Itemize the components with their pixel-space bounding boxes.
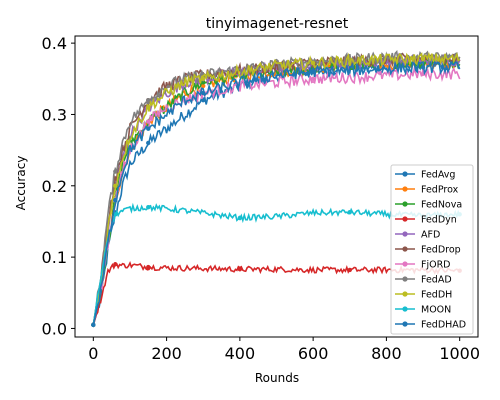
- legend-label: FjORD: [421, 260, 451, 271]
- legend-marker: [402, 216, 408, 222]
- legend-label: FedDHAD: [421, 320, 466, 331]
- chart-title: tinyimagenet-resnet: [206, 16, 349, 32]
- legend-item-afd: AFD: [395, 230, 440, 241]
- legend-label: FedAvg: [421, 170, 455, 181]
- legend-item-feddrop: FedDrop: [395, 245, 461, 256]
- data-point: [146, 97, 151, 103]
- legend-label: FedProx: [421, 185, 459, 196]
- legend-label: FedNova: [421, 200, 462, 211]
- data-point: [201, 97, 206, 103]
- data-point: [113, 262, 118, 267]
- data-point: [201, 80, 206, 85]
- data-point: [201, 83, 206, 89]
- legend-label: MOON: [421, 305, 451, 316]
- legend-marker: [402, 276, 408, 282]
- y-tick-label: 0.2: [42, 177, 67, 196]
- series-markers-fjord: [91, 71, 426, 328]
- legend-item-fedad: FedAD: [395, 275, 452, 286]
- legend-marker: [402, 186, 408, 192]
- data-point: [310, 69, 316, 74]
- data-point: [201, 90, 206, 96]
- x-tick-label: 200: [151, 344, 182, 363]
- data-point: [237, 267, 243, 272]
- series-lines: [91, 50, 462, 328]
- series-line-feddh: [92, 51, 460, 326]
- legend-label: FedDrop: [421, 245, 461, 256]
- plot-area: [74, 35, 479, 338]
- series-markers-feddhad: [91, 65, 426, 328]
- data-point: [113, 169, 118, 174]
- legend-marker: [402, 246, 408, 252]
- plot-frame: [74, 35, 479, 338]
- series-markers-fedad: [91, 55, 426, 328]
- data-point: [146, 140, 151, 146]
- data-point: [113, 183, 118, 188]
- legend-label: FedDH: [421, 290, 452, 301]
- legend-item-fedprox: FedProx: [395, 185, 459, 196]
- data-point: [347, 209, 352, 215]
- series-line-feddhad: [92, 60, 461, 326]
- data-point: [310, 76, 316, 81]
- legend-label: FedDyn: [421, 215, 457, 226]
- x-tick-label: 1000: [439, 344, 480, 363]
- x-axis-label: Rounds: [255, 371, 299, 385]
- x-tick-label: 400: [225, 344, 256, 363]
- x-tick-label: 0: [88, 344, 98, 363]
- legend-marker: [402, 291, 408, 297]
- legend-item-fjord: FjORD: [395, 260, 451, 271]
- legend-marker: [402, 306, 408, 312]
- legend-item-moon: MOON: [395, 305, 451, 316]
- legend-item-feddyn: FedDyn: [395, 215, 457, 226]
- data-point: [146, 204, 151, 210]
- legend: FedAvg FedProx FedNova FedDyn AFD FedDrop FjOR…: [390, 164, 474, 335]
- legend-item-feddhad: FedDHAD: [395, 320, 466, 331]
- y-axis: 0.0 0.1 0.2 0.3 0.4: [42, 34, 75, 338]
- data-point: [146, 126, 151, 131]
- data-point: [420, 56, 426, 62]
- series-markers-afd: [91, 58, 426, 328]
- y-tick-label: 0.0: [42, 319, 67, 338]
- data-point: [420, 65, 426, 70]
- data-point: [310, 60, 316, 66]
- legend-marker: [402, 201, 408, 207]
- y-axis-label: Accuracy: [14, 156, 28, 211]
- data-point: [113, 197, 118, 203]
- y-tick-label: 0.1: [42, 248, 67, 267]
- series-markers-feddrop: [91, 56, 426, 328]
- data-point: [146, 105, 151, 110]
- series-markers-fedavg: [91, 62, 426, 328]
- legend-marker: [402, 171, 408, 177]
- legend-box: [390, 164, 474, 335]
- x-axis: 0 200 400 600 800 1000: [88, 337, 480, 363]
- legend-item-fedavg: FedAvg: [395, 170, 455, 181]
- data-point: [201, 76, 206, 81]
- data-point: [91, 322, 96, 328]
- data-point: [146, 264, 151, 270]
- data-point: [237, 215, 243, 221]
- legend-label: FedAD: [421, 275, 452, 286]
- y-tick-label: 0.4: [42, 34, 67, 53]
- legend-marker: [402, 261, 408, 267]
- series-line-fjord: [92, 65, 461, 326]
- legend-item-feddh: FedDH: [395, 290, 452, 301]
- data-point: [347, 267, 352, 273]
- legend-marker: [402, 231, 408, 237]
- legend-marker: [402, 321, 408, 327]
- series-line-fedad: [92, 50, 461, 326]
- series-markers-fednova: [91, 59, 426, 328]
- legend-label: AFD: [421, 230, 440, 241]
- series-markers-fedprox: [91, 60, 426, 328]
- data-point: [146, 119, 151, 124]
- x-tick-label: 600: [298, 344, 329, 363]
- y-tick-label: 0.3: [42, 105, 67, 124]
- x-tick-label: 800: [371, 344, 402, 363]
- legend-item-fednova: FedNova: [395, 200, 462, 211]
- series-markers-feddh: [91, 56, 426, 328]
